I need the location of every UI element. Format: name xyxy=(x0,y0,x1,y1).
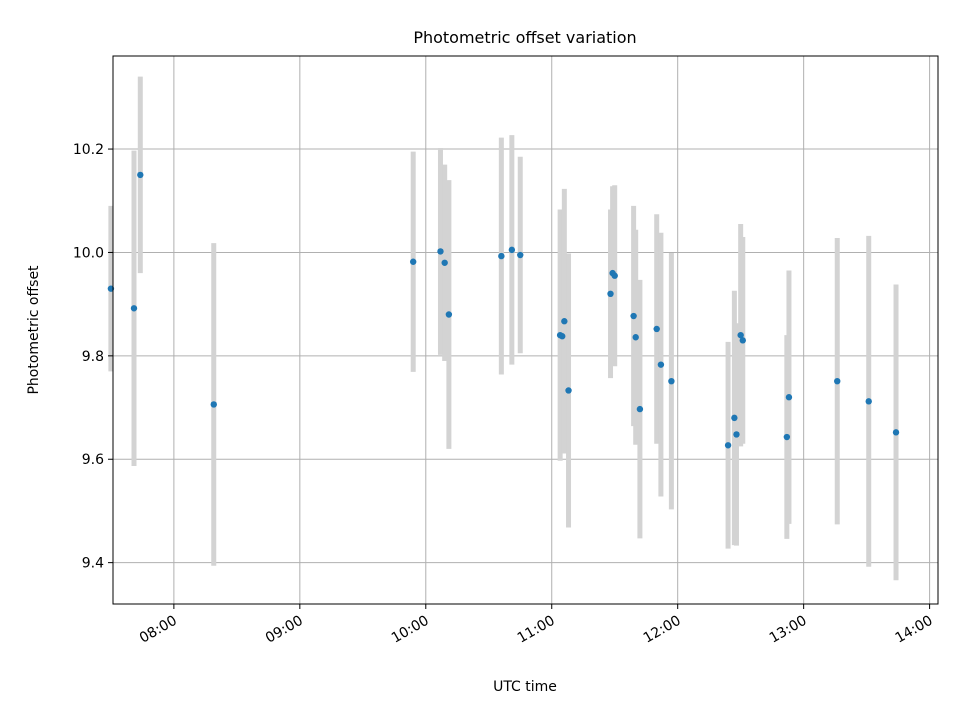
chart-title: Photometric offset variation xyxy=(413,28,636,47)
data-point xyxy=(565,387,572,394)
data-point xyxy=(630,312,637,320)
y-tick-label: 9.4 xyxy=(82,556,104,572)
data-point xyxy=(739,337,746,344)
data-point xyxy=(137,171,144,179)
data-point xyxy=(517,251,524,259)
data-point xyxy=(865,398,872,405)
x-axis-label: UTC time xyxy=(493,679,557,695)
data-point xyxy=(783,433,791,441)
data-point xyxy=(737,331,744,339)
data-point xyxy=(785,394,793,401)
data-point xyxy=(724,442,732,449)
plot-frame xyxy=(112,55,939,605)
grid-lines xyxy=(113,56,938,604)
y-tick-label: 10.2 xyxy=(73,142,104,158)
data-point xyxy=(834,377,841,385)
y-tick-label: 9.8 xyxy=(82,349,104,365)
data-point xyxy=(498,252,505,260)
data-point xyxy=(611,272,618,279)
data-point xyxy=(210,401,217,408)
data-point xyxy=(668,377,675,385)
data-point xyxy=(409,258,417,265)
data-point xyxy=(508,246,516,254)
data-point xyxy=(559,333,566,340)
data-point xyxy=(731,414,738,422)
data-point xyxy=(561,318,568,325)
data-point xyxy=(632,334,639,341)
y-tick-label: 10.0 xyxy=(73,245,104,261)
data-point xyxy=(445,311,453,318)
data-point xyxy=(437,248,444,255)
data-point xyxy=(657,361,665,368)
data-point xyxy=(636,405,644,413)
y-axis-ticks: 9.4 9.6 9.8 10.0 10.2 xyxy=(73,142,113,572)
y-tick-label: 9.6 xyxy=(82,452,104,468)
y-axis-label: Photometric offset xyxy=(26,265,42,395)
data-point xyxy=(733,431,740,438)
data-point xyxy=(607,290,614,298)
data-point xyxy=(130,305,138,312)
data-point xyxy=(441,259,448,266)
data-point xyxy=(892,429,900,436)
data-point xyxy=(653,325,660,333)
